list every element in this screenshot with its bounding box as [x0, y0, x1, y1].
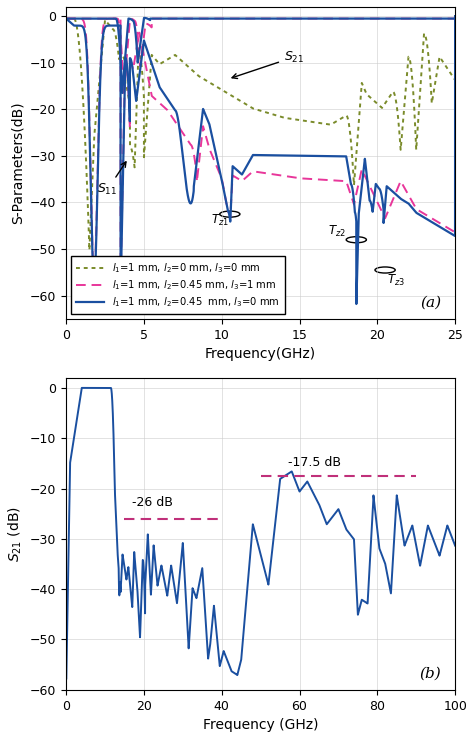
Text: $T_{z3}$: $T_{z3}$ [387, 273, 405, 288]
$l_1$=1 mm, $l_2$=0.45  mm, $l_3$=0 mm [83, 35, 89, 44]
Text: $S_{11}$: $S_{11}$ [97, 162, 126, 197]
$l_1$=1 mm, $l_2$=0.45  mm, $l_3$=0 mm [373, 183, 378, 192]
$l_1$=1 mm, $l_2$=0.45 mm, $l_3$=1 mm [63, 14, 69, 23]
$l_1$=1 mm, $l_2$=0 mm, $l_3$=0 mm [310, 118, 316, 126]
$l_1$=1 mm, $l_2$=0 mm, $l_3$=0 mm [373, 98, 378, 106]
$l_1$=1 mm, $l_2$=0.45  mm, $l_3$=0 mm [352, 202, 357, 211]
X-axis label: Frequency (GHz): Frequency (GHz) [203, 718, 319, 732]
$l_1$=1 mm, $l_2$=0.45  mm, $l_3$=0 mm [310, 151, 316, 160]
Line: $l_1$=1 mm, $l_2$=0.45 mm, $l_3$=1 mm: $l_1$=1 mm, $l_2$=0.45 mm, $l_3$=1 mm [66, 16, 455, 282]
$l_1$=1 mm, $l_2$=0 mm, $l_3$=0 mm [63, 14, 69, 23]
$l_1$=1 mm, $l_2$=0.45  mm, $l_3$=0 mm [354, 299, 359, 308]
Text: $T_{z1}$: $T_{z1}$ [211, 212, 229, 228]
$l_1$=1 mm, $l_2$=0 mm, $l_3$=0 mm [83, 147, 89, 156]
$l_1$=1 mm, $l_2$=0 mm, $l_3$=0 mm [452, 75, 458, 84]
$l_1$=1 mm, $l_2$=0.45 mm, $l_3$=1 mm [204, 136, 210, 145]
Line: $l_1$=1 mm, $l_2$=0.45  mm, $l_3$=0 mm: $l_1$=1 mm, $l_2$=0.45 mm, $l_3$=0 mm [66, 16, 455, 304]
$l_1$=1 mm, $l_2$=0.45  mm, $l_3$=0 mm [293, 151, 299, 160]
Text: (b): (b) [420, 667, 441, 681]
$l_1$=1 mm, $l_2$=0.45 mm, $l_3$=1 mm [83, 27, 89, 36]
$l_1$=1 mm, $l_2$=0.45 mm, $l_3$=1 mm [293, 174, 299, 183]
$l_1$=1 mm, $l_2$=0.45 mm, $l_3$=1 mm [118, 277, 123, 286]
Text: -26 dB: -26 dB [132, 496, 173, 509]
$l_1$=1 mm, $l_2$=0.45 mm, $l_3$=1 mm [310, 174, 316, 183]
$l_1$=1 mm, $l_2$=0 mm, $l_3$=0 mm [87, 245, 92, 254]
Text: $T_{z2}$: $T_{z2}$ [328, 224, 346, 239]
$l_1$=1 mm, $l_2$=0 mm, $l_3$=0 mm [352, 174, 357, 183]
Text: -17.5 dB: -17.5 dB [288, 456, 341, 469]
$l_1$=1 mm, $l_2$=0.45  mm, $l_3$=0 mm [204, 114, 210, 123]
Legend: $l_1$=1 mm, $l_2$=0 mm, $l_3$=0 mm, $l_1$=1 mm, $l_2$=0.45 mm, $l_3$=1 mm, $l_1$: $l_1$=1 mm, $l_2$=0 mm, $l_3$=0 mm, $l_1… [71, 256, 285, 314]
$l_1$=1 mm, $l_2$=0.45  mm, $l_3$=0 mm [452, 12, 458, 21]
Y-axis label: S-Parameters(dB): S-Parameters(dB) [10, 101, 24, 224]
$l_1$=1 mm, $l_2$=0.45 mm, $l_3$=1 mm [373, 194, 378, 202]
Text: $S_{21}$: $S_{21}$ [232, 50, 304, 78]
$l_1$=1 mm, $l_2$=0.45  mm, $l_3$=0 mm [63, 14, 69, 23]
$l_1$=1 mm, $l_2$=0.45 mm, $l_3$=1 mm [452, 12, 458, 21]
$l_1$=1 mm, $l_2$=0 mm, $l_3$=0 mm [204, 77, 210, 86]
Text: (a): (a) [420, 296, 441, 310]
Line: $l_1$=1 mm, $l_2$=0 mm, $l_3$=0 mm: $l_1$=1 mm, $l_2$=0 mm, $l_3$=0 mm [66, 18, 455, 250]
$l_1$=1 mm, $l_2$=0.45 mm, $l_3$=1 mm [352, 197, 357, 206]
Y-axis label: $S_{21}$ (dB): $S_{21}$ (dB) [7, 506, 24, 562]
$l_1$=1 mm, $l_2$=0 mm, $l_3$=0 mm [293, 115, 299, 124]
X-axis label: Frequency(GHz): Frequency(GHz) [205, 347, 316, 361]
